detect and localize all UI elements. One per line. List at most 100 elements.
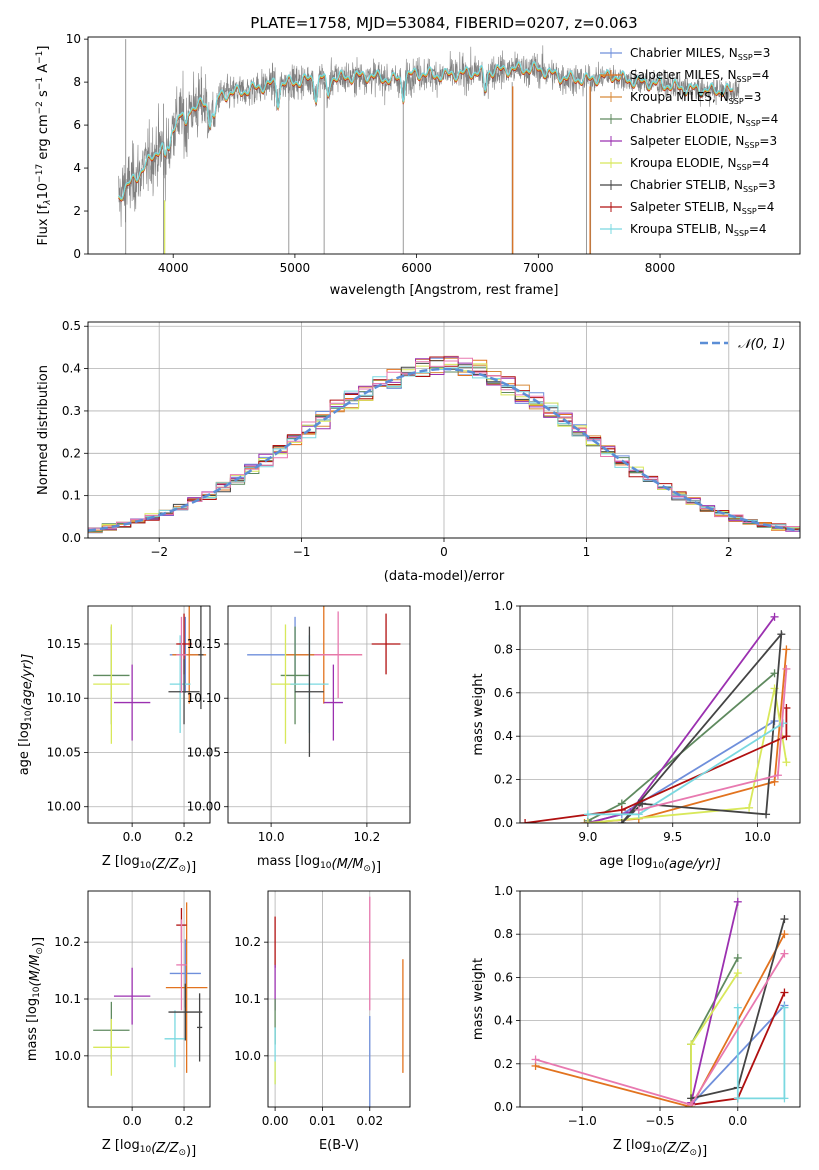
x-axis-label: wavelength [Angstrom, rest frame] <box>330 283 559 298</box>
y-tick-label: 4 <box>73 161 81 175</box>
y-tick-label: 0 <box>73 247 81 261</box>
weight-line-salpeter-elodie <box>690 901 739 1103</box>
y-tick-label: 10.10 <box>47 691 81 705</box>
x-axis-label: (data-model)/error <box>384 569 505 584</box>
y-axis-label: age [log10(age/yr)] <box>17 654 35 776</box>
y-tick-label: 10.15 <box>47 637 81 651</box>
y-tick-label: 1.0 <box>494 884 513 898</box>
x-tick-label: 10.0 <box>258 830 285 844</box>
axes-frame <box>87 605 211 824</box>
weight-line-kroupa-stelib <box>736 1007 786 1100</box>
y-tick-label: 0.0 <box>494 1100 513 1114</box>
spectrum-model-kroupa-stelib <box>118 61 734 200</box>
x-axis-label: Z [log10(Z/Z⊙)] <box>102 1138 196 1159</box>
x-tick-label: 0.00 <box>262 1114 289 1128</box>
x-tick-label: 9.5 <box>663 830 682 844</box>
plot-area-weight_vs_Z <box>531 897 789 1107</box>
plot-area-age_vs_Z <box>93 606 207 744</box>
x-tick-label: 0.0 <box>728 1114 747 1128</box>
panel-mass_vs_Z: 0.0 0.2 10.0 10.1 10.2 Z [log10(Z/Z⊙)] mass [l… <box>25 890 211 1159</box>
y-tick-label: 10.1 <box>54 992 81 1006</box>
y-axis-label: mass weight <box>471 958 486 1040</box>
y-tick-label: 0.6 <box>494 686 513 700</box>
y-tick-label: 0.4 <box>494 729 513 743</box>
y-tick-label: 0.8 <box>494 642 513 656</box>
x-tick-label: 0.2 <box>174 830 193 844</box>
y-tick-label: 10.00 <box>187 800 221 814</box>
y-tick-label: 0.6 <box>494 970 513 984</box>
y-tick-label: 0.2 <box>494 1057 513 1071</box>
legend-entry: Salpeter ELODIE, NSSP=3 <box>630 134 777 150</box>
y-tick-label: 0.3 <box>62 404 81 418</box>
x-axis-label: age [log10(age/yr)] <box>599 854 721 872</box>
x-tick-label: 0.01 <box>309 1114 336 1128</box>
legend-entry: Kroupa ELODIE, NSSP=4 <box>630 156 769 172</box>
axes-frame <box>87 890 211 1108</box>
x-tick-label: 10.0 <box>744 830 771 844</box>
legend-entry: Kroupa MILES, NSSP=3 <box>630 90 761 106</box>
y-tick-label: 6 <box>73 118 81 132</box>
y-axis-label: Normed distribution <box>36 365 51 495</box>
y-tick-label: 10 <box>66 32 81 46</box>
y-tick-label: 0.2 <box>494 773 513 787</box>
x-tick-label: 2 <box>725 545 733 559</box>
y-tick-label: 10.15 <box>187 637 221 651</box>
x-axis-label: Z [log10(Z/Z⊙)] <box>613 1138 707 1159</box>
y-tick-label: 10.05 <box>187 745 221 759</box>
legend-entry: Chabrier STELIB, NSSP=3 <box>630 178 776 194</box>
y-tick-label: 10.0 <box>234 1049 261 1063</box>
x-tick-label: −1 <box>293 545 311 559</box>
legend-entry: Chabrier ELODIE, NSSP=4 <box>630 112 778 128</box>
x-tick-label: 4000 <box>158 261 189 275</box>
legend-entry: Salpeter STELIB, NSSP=4 <box>630 200 774 216</box>
legend-entry: Chabrier MILES, NSSP=3 <box>630 46 770 62</box>
y-tick-label: 10.05 <box>47 745 81 759</box>
y-tick-label: 0.1 <box>62 489 81 503</box>
y-axis-label: Flux [fλ10−17 erg cm−2 s−1 A−1] <box>35 46 53 246</box>
x-tick-label: 10.2 <box>354 830 381 844</box>
panel-residuals: −2 −1 0 1 2 0.0 0.1 0.2 0.3 0.4 0.5 𝒩(0, 1) (data-mo… <box>36 319 801 584</box>
y-tick-label: 0.4 <box>494 1014 513 1028</box>
legend-entry: Kroupa STELIB, NSSP=4 <box>630 222 767 238</box>
figure-title: PLATE=1758, MJD=53084, FIBERID=0207, z=0… <box>250 14 637 32</box>
legend-entry: Salpeter MILES, NSSP=4 <box>630 68 769 84</box>
y-tick-label: 1.0 <box>494 599 513 613</box>
axes-frame <box>519 605 801 824</box>
weight-line-salpeter-miles <box>535 933 786 1107</box>
x-tick-label: 8000 <box>645 261 676 275</box>
x-tick-label: 0.02 <box>356 1114 383 1128</box>
y-tick-label: 10.2 <box>54 935 81 949</box>
x-tick-label: 0.0 <box>123 1114 142 1128</box>
plot-area-age_vs_mass <box>247 606 401 757</box>
panel-age_vs_Z: 0.0 0.2 10.00 10.05 10.10 10.15 Z [log10(Z/Z⊙)… <box>17 605 211 875</box>
y-tick-label: 10.00 <box>47 800 81 814</box>
y-tick-label: 10.2 <box>234 935 261 949</box>
plot-area-weight_vs_age <box>521 612 791 823</box>
x-axis-label: mass [log10(M/M⊙)] <box>257 854 381 875</box>
x-tick-label: −2 <box>150 545 168 559</box>
axes-frame <box>519 890 801 1108</box>
x-axis-label: E(B-V) <box>319 1138 359 1153</box>
x-tick-label: 0 <box>440 545 448 559</box>
y-tick-label: 0.0 <box>62 531 81 545</box>
x-tick-label: 1 <box>583 545 591 559</box>
y-axis-label: mass weight <box>471 673 486 755</box>
y-axis-label: mass [log10(M/M⊙)] <box>25 937 46 1061</box>
panel-weight_vs_age: 9.0 9.5 10.0 0.0 0.2 0.4 0.6 0.8 1.0 age [log10(a… <box>471 599 801 872</box>
y-tick-label: 10.0 <box>54 1049 81 1063</box>
x-tick-label: 7000 <box>523 261 554 275</box>
y-tick-label: 0.2 <box>62 446 81 460</box>
plot-area-mass_vs_ebv <box>274 896 404 1107</box>
y-tick-label: 0.4 <box>62 362 81 376</box>
legend-entry: 𝒩(0, 1) <box>738 337 785 352</box>
x-tick-label: 0.0 <box>123 830 142 844</box>
x-tick-label: 0.2 <box>174 1114 193 1128</box>
axes-frame <box>87 36 801 255</box>
y-tick-label: 0.0 <box>494 816 513 830</box>
y-tick-label: 8 <box>73 75 81 89</box>
plot-area-residuals <box>88 355 800 535</box>
y-tick-label: 2 <box>73 204 81 218</box>
y-tick-label: 10.10 <box>187 691 221 705</box>
